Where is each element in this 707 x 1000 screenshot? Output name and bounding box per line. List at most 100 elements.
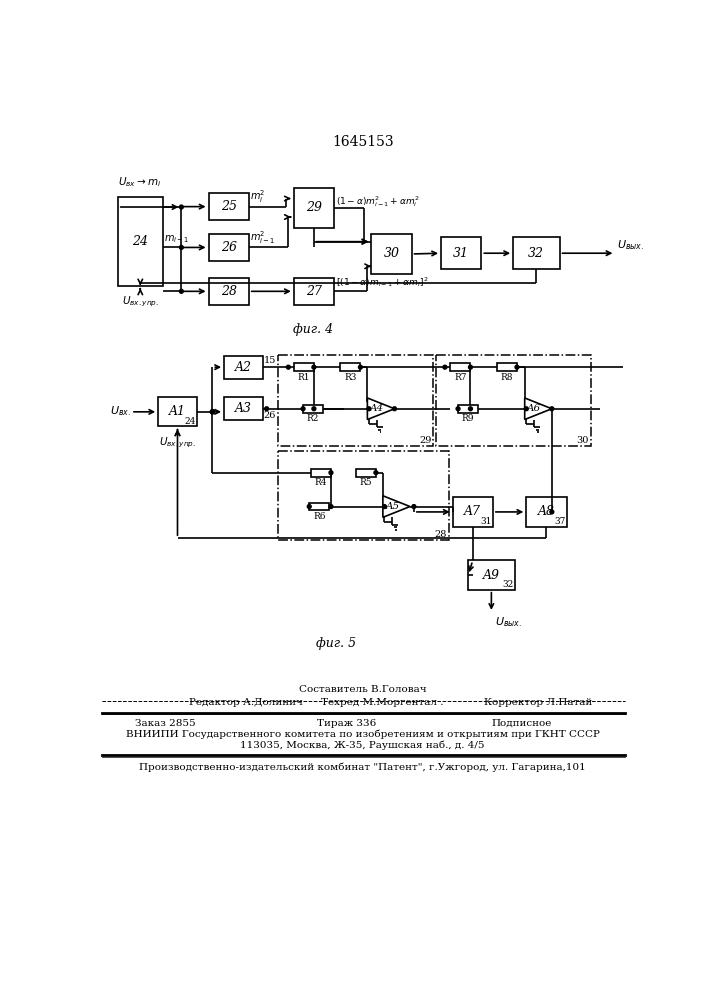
Bar [293,278,334,305]
Text: 32: 32 [528,247,544,260]
Text: фиг. 5: фиг. 5 [316,637,356,650]
Text: фиг. 4: фиг. 4 [293,323,333,336]
Text: R4: R4 [315,478,327,487]
Text: 37: 37 [554,517,566,526]
Text: R9: R9 [462,414,474,423]
Bar [118,197,163,286]
Text: A4: A4 [370,404,384,413]
Text: 24: 24 [132,235,148,248]
Circle shape [211,410,214,414]
Text: Заказ 2855: Заказ 2855 [135,719,196,728]
Circle shape [211,410,214,414]
Text: R5: R5 [360,478,372,487]
Text: R1: R1 [298,373,310,382]
Circle shape [180,246,183,249]
Bar [458,405,478,413]
Text: Тираж 336: Тираж 336 [317,719,376,728]
Bar [209,193,249,220]
Text: A5: A5 [385,502,399,511]
Polygon shape [525,398,552,420]
Text: 30: 30 [577,436,589,445]
Text: 32: 32 [503,580,514,589]
Circle shape [550,407,554,411]
Circle shape [367,407,371,411]
Circle shape [312,365,316,369]
Circle shape [392,407,397,411]
Polygon shape [383,496,410,517]
Text: A7: A7 [464,505,481,518]
Text: 113035, Москва, Ж-35, Раушская наб., д. 4/5: 113035, Москва, Ж-35, Раушская наб., д. … [240,740,485,750]
Circle shape [312,407,316,411]
Circle shape [358,365,363,369]
Text: $U_{вх.упр.}$: $U_{вх.упр.}$ [159,436,196,450]
Text: R3: R3 [344,373,356,382]
Text: Подписное: Подписное [491,719,551,728]
Text: 29: 29 [306,201,322,214]
Polygon shape [368,398,395,420]
Bar [436,355,590,446]
Text: A6: A6 [527,404,542,413]
Text: 28: 28 [435,530,448,539]
Circle shape [469,407,472,411]
Circle shape [180,205,183,209]
Bar [450,363,470,371]
Bar [371,234,411,274]
Text: $U_{вх.}$: $U_{вх.}$ [110,404,131,418]
Bar [513,237,559,269]
Bar [279,355,433,446]
Text: 28: 28 [221,285,237,298]
Bar [158,397,197,426]
Text: $(1-\alpha)m_{i-1}^2+\alpha m_i^2$: $(1-\alpha)m_{i-1}^2+\alpha m_i^2$ [336,194,419,209]
Text: $m_{i-1}^2$: $m_{i-1}^2$ [250,229,276,246]
Bar [209,234,249,261]
Circle shape [264,407,269,411]
Text: R8: R8 [501,373,513,382]
Bar [293,363,314,371]
Bar [356,469,376,477]
Bar [293,188,334,228]
Text: 26: 26 [221,241,237,254]
Text: Корректор Л.Патай: Корректор Л.Патай [484,698,592,707]
Bar [468,560,515,590]
Bar [441,237,481,269]
Text: R2: R2 [307,414,320,423]
Circle shape [286,365,291,369]
Text: $U_{вх.упр.}$: $U_{вх.упр.}$ [122,295,159,309]
Text: Производственно-издательский комбинат "Патент", г.Ужгород, ул. Гагарина,101: Производственно-издательский комбинат "П… [139,762,586,772]
Text: A9: A9 [483,569,500,582]
Text: $U_{вх} \rightarrow m_i$: $U_{вх} \rightarrow m_i$ [118,175,161,188]
Text: A1: A1 [169,405,186,418]
Bar [279,451,449,540]
Circle shape [301,407,305,411]
Text: R6: R6 [313,512,326,521]
Circle shape [308,505,311,508]
Text: $m_{i-1}$: $m_{i-1}$ [164,233,189,245]
Circle shape [329,505,333,508]
Text: Техред М.Моргентал .: Техред М.Моргентал . [321,698,443,707]
Circle shape [211,410,214,414]
Text: 29: 29 [419,436,432,445]
Circle shape [374,471,378,475]
Text: 1645153: 1645153 [332,135,394,149]
Circle shape [515,365,519,369]
Text: $[(1-\alpha)m_{i-1}+\alpha m_i]^2$: $[(1-\alpha)m_{i-1}+\alpha m_i]^2$ [336,275,428,289]
Text: A2: A2 [235,361,252,374]
Bar [209,278,249,305]
Text: 30: 30 [383,247,399,260]
Text: 31: 31 [453,247,469,260]
Text: 27: 27 [306,285,322,298]
Circle shape [412,505,416,508]
Circle shape [550,510,554,514]
Text: $m_i^2$: $m_i^2$ [250,188,266,205]
Circle shape [329,471,333,475]
Bar [224,356,263,379]
Bar [311,469,331,477]
Text: A3: A3 [235,402,252,415]
Bar [452,497,493,527]
Text: A8: A8 [538,505,555,518]
Circle shape [180,289,183,293]
Text: Составитель В.Головач: Составитель В.Головач [299,685,426,694]
Bar [224,397,263,420]
Text: 15: 15 [264,356,276,365]
Text: $U_{вых.}$: $U_{вых.}$ [495,615,522,629]
